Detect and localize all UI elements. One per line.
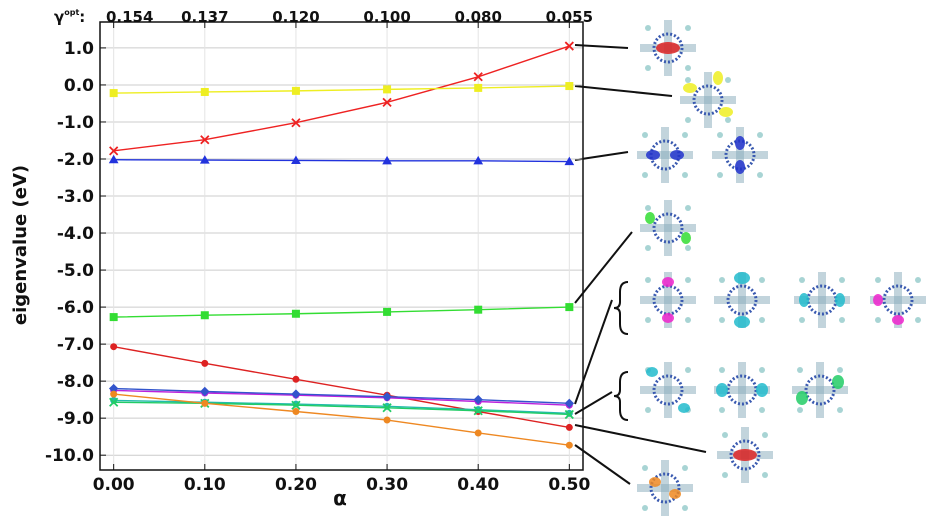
x-tick-label: 0.40	[457, 475, 499, 495]
marker	[384, 417, 390, 423]
y-tick-label: -2.0	[57, 150, 94, 170]
marker	[292, 310, 299, 317]
series-line	[114, 402, 570, 414]
marker	[202, 360, 208, 366]
x2-tick-label: 0.080	[454, 8, 501, 26]
y-tick-label: 1.0	[64, 39, 94, 59]
x-tick-label: 0.10	[184, 475, 226, 495]
y-tick-label: -4.0	[57, 224, 94, 244]
series-line	[114, 160, 570, 162]
y-tick-label: -6.0	[57, 298, 94, 318]
marker	[475, 84, 482, 91]
x-axis-label: α	[333, 486, 347, 510]
chart: 1.0 0.0 -1.0 -2.0 -3.0 -4.0 -5.0 -6.0 -7.0 -8.0 -9…	[0, 0, 926, 516]
marker	[566, 304, 573, 311]
connectors	[575, 45, 706, 484]
marker	[475, 430, 481, 436]
x2-tick-label: 0.100	[363, 8, 410, 26]
x-tick-label: 0.50	[548, 475, 590, 495]
y-tick-label: -3.0	[57, 187, 94, 207]
marker	[111, 344, 117, 350]
marker	[566, 442, 572, 448]
x2-tick-label: 0.120	[272, 8, 319, 26]
marker	[110, 314, 117, 321]
marker	[475, 306, 482, 313]
marker	[293, 409, 299, 415]
marker	[566, 424, 572, 430]
y-axis-label: eigenvalue (eV)	[10, 165, 31, 325]
y-tick-label: -5.0	[57, 261, 94, 281]
y-tick-label: -10.0	[45, 446, 94, 466]
marker	[202, 400, 208, 406]
y-tick-label: 0.0	[64, 76, 94, 96]
marker	[111, 391, 117, 397]
y-tick-label: -1.0	[57, 113, 94, 133]
x-tick-label: 0.20	[275, 475, 317, 495]
series-line	[114, 46, 570, 151]
orbital-images	[637, 20, 926, 516]
x2-label-sup: opt	[64, 8, 79, 17]
x2-tick-label: 0.154	[106, 8, 153, 26]
marker	[293, 376, 299, 382]
x-tick-label: 0.30	[366, 475, 408, 495]
marker	[201, 312, 208, 319]
x2-tick-label: 0.055	[546, 8, 593, 26]
y-tick-label: -8.0	[57, 372, 94, 392]
series-line	[114, 86, 570, 93]
plot: 1.0 0.0 -1.0 -2.0 -3.0 -4.0 -5.0 -6.0 -7.0 -8.0 -9…	[45, 8, 593, 495]
marker	[566, 83, 573, 90]
x2-tick-label: 0.137	[181, 8, 228, 26]
y-tick-label: -9.0	[57, 409, 94, 429]
marker	[384, 86, 391, 93]
marker	[384, 308, 391, 315]
x2-label-suffix: :	[79, 8, 85, 26]
marker	[292, 87, 299, 94]
marker	[201, 88, 208, 95]
x-tick-label: 0.00	[93, 475, 135, 495]
series-line	[114, 307, 570, 317]
marker	[110, 90, 117, 97]
y-tick-label: -7.0	[57, 335, 94, 355]
x2-axis-label: γopt:	[54, 8, 85, 26]
x2-label-main: γ	[54, 8, 64, 26]
